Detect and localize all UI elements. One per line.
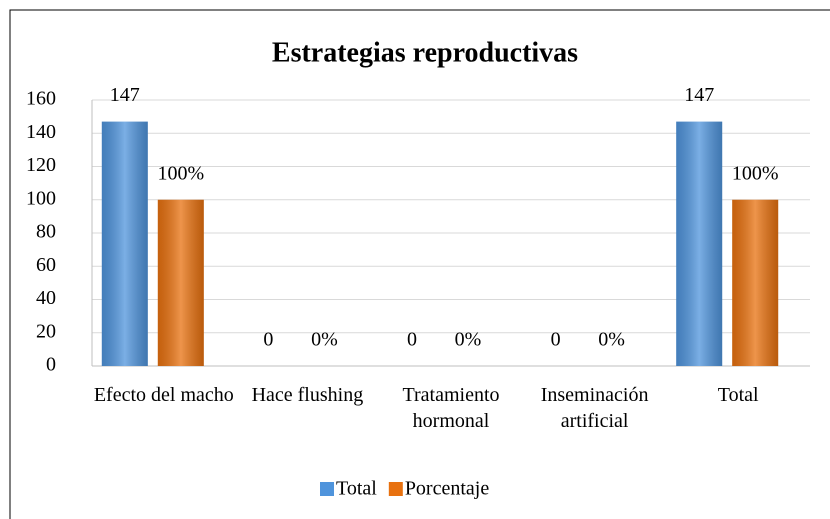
x-tick-label: Hace flushing — [251, 384, 364, 406]
y-tick-label: 20 — [36, 320, 56, 342]
data-label: 0 — [407, 329, 417, 351]
bar-shine — [157, 199, 204, 366]
x-tick-label: Inseminación artificial — [540, 384, 649, 432]
x-tick-label: Total — [717, 384, 759, 406]
data-label: 147 — [110, 84, 140, 106]
data-label: 147 — [684, 84, 714, 106]
y-tick-label: 80 — [36, 221, 56, 243]
x-tick-label: Tratamiento hormonal — [402, 384, 500, 432]
legend-swatch — [388, 482, 403, 496]
y-tick-label: 140 — [26, 121, 56, 143]
data-label: 0% — [455, 329, 482, 351]
data-label: 0% — [311, 329, 338, 351]
data-label: 0 — [263, 329, 273, 351]
y-tick-label: 0 — [46, 354, 56, 376]
chart-title: Estrategias reproductivas — [272, 37, 578, 68]
bar-shine — [101, 121, 148, 366]
data-label: 0 — [551, 329, 561, 351]
chart-border — [9, 9, 830, 519]
x-tick-label: Efecto del macho — [93, 384, 234, 406]
y-tick-label: 100 — [26, 187, 56, 209]
data-label: 100% — [157, 162, 204, 184]
bar-shine — [676, 121, 723, 366]
legend-label: Porcentaje — [405, 478, 490, 500]
y-tick-label: 60 — [36, 254, 56, 276]
legend-label: Total — [336, 478, 377, 500]
y-tick-label: 160 — [26, 88, 56, 110]
y-tick-label: 120 — [26, 154, 56, 176]
legend-swatch — [320, 482, 334, 496]
data-label: 100% — [732, 162, 779, 184]
bar-shine — [732, 199, 779, 366]
y-tick-label: 40 — [36, 287, 56, 309]
data-label: 0% — [598, 329, 625, 351]
